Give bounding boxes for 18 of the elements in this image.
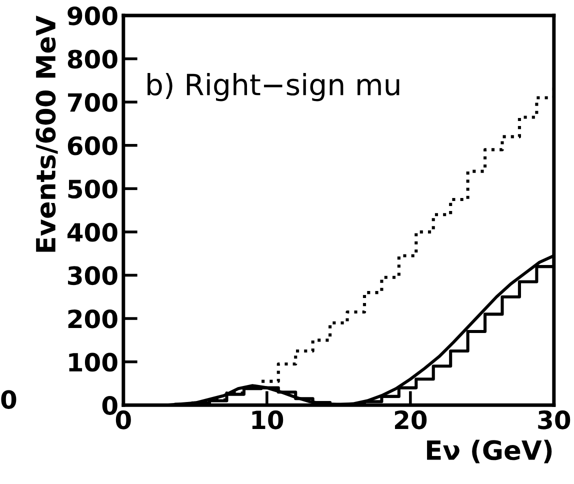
y-tick-label: 600 (68, 136, 118, 156)
text: 0 (1, 390, 16, 409)
y-tick-label: 300 (68, 266, 118, 286)
y-tick-label: 900 (68, 6, 118, 26)
annotation: b) Right−sign mu (148, 72, 400, 102)
y-tick-label: 0 (102, 396, 118, 415)
y-axis-title: Events/600 MeV (36, 16, 58, 252)
y-tick-label: 800 (68, 50, 118, 69)
x-axis-title: Eν (GeV) (427, 440, 552, 464)
x-tick-label: 10 (252, 410, 284, 430)
x-tick-label: 20 (394, 410, 427, 430)
y-tick-label: 400 (67, 222, 118, 242)
y-tick-label: 200 (68, 309, 118, 328)
y-tick-label: 500 (68, 180, 118, 199)
y-tick-label: 700 (68, 93, 118, 112)
x-tick-label: 30 (538, 410, 570, 430)
x-tick-label: 0 (116, 410, 131, 430)
y-tick-label: 100 (69, 352, 118, 372)
